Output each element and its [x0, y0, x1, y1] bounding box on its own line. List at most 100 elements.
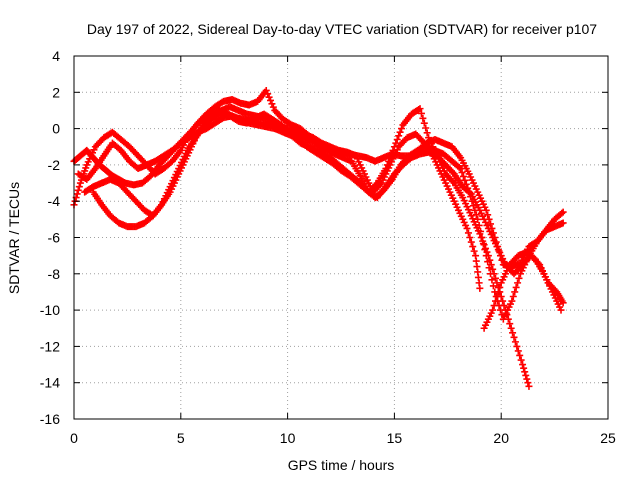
data-point	[481, 246, 489, 254]
data-point	[396, 128, 404, 136]
data-point	[492, 238, 500, 246]
data-point	[489, 306, 497, 314]
data-point	[523, 375, 531, 383]
series-track-2	[70, 86, 533, 390]
data-point	[493, 292, 501, 300]
data-point	[488, 276, 496, 284]
data-point	[398, 125, 406, 133]
data-point	[449, 178, 457, 186]
y-tick-label: -2	[48, 157, 61, 173]
data-point	[519, 361, 527, 369]
data-point	[559, 208, 567, 216]
data-point	[494, 288, 502, 296]
data-point	[372, 181, 380, 189]
data-point	[382, 165, 390, 173]
data-point	[506, 320, 514, 328]
data-point	[265, 93, 273, 101]
data-point	[417, 109, 425, 117]
data-point	[525, 382, 533, 390]
x-tick-label: 25	[600, 430, 616, 446]
data-point	[488, 224, 496, 232]
data-point	[482, 206, 490, 214]
data-point	[395, 132, 403, 140]
data-point	[489, 265, 497, 273]
data-point	[476, 284, 484, 292]
data-point	[420, 119, 428, 127]
data-point	[496, 306, 504, 314]
x-tick-label: 5	[177, 430, 185, 446]
data-point	[496, 283, 504, 291]
data-point	[514, 279, 522, 287]
data-point	[469, 243, 477, 251]
data-point	[269, 103, 277, 111]
grid-lines	[74, 56, 608, 419]
data-point	[494, 243, 502, 251]
data-point	[423, 129, 431, 137]
data-point	[511, 338, 519, 346]
data-point	[498, 256, 506, 264]
data-point	[489, 282, 497, 290]
data-point	[484, 258, 492, 266]
data-point	[73, 190, 81, 198]
x-tick-label: 15	[387, 430, 403, 446]
data-point	[508, 297, 516, 305]
x-axis-label: GPS time / hours	[288, 457, 395, 473]
data-point	[487, 270, 495, 278]
y-tick-label: -10	[40, 302, 60, 318]
series-track-5	[89, 103, 567, 271]
data-point	[514, 347, 522, 355]
data-point	[507, 324, 515, 332]
y-axis-label: SDTVAR / TECUs	[6, 182, 22, 294]
data-point	[474, 215, 482, 223]
data-point	[521, 368, 529, 376]
data-point	[558, 209, 566, 217]
data-point	[461, 176, 469, 184]
data-point	[471, 206, 479, 214]
data-point	[557, 306, 565, 314]
data-point	[467, 238, 475, 246]
y-tick-label: -8	[48, 266, 61, 282]
data-point	[467, 193, 475, 201]
data-point	[513, 342, 521, 350]
data-point	[449, 168, 457, 176]
data-point	[559, 299, 567, 307]
y-tick-label: -14	[40, 375, 60, 391]
data-point	[487, 220, 495, 228]
y-tick-label: -16	[40, 411, 60, 427]
data-point	[390, 143, 398, 151]
data-point	[383, 161, 391, 169]
data-point	[459, 172, 467, 180]
data-point	[491, 234, 499, 241]
data-point	[515, 274, 523, 282]
data-point	[419, 114, 427, 122]
x-tick-label: 10	[280, 430, 296, 446]
data-point	[455, 163, 463, 171]
data-point	[477, 227, 485, 235]
data-point	[490, 302, 498, 310]
data-point	[496, 252, 504, 260]
data-point	[465, 188, 473, 196]
data-point	[74, 186, 82, 194]
y-tick-label: -12	[40, 338, 60, 354]
chart-title: Day 197 of 2022, Sidereal Day-to-day VTE…	[87, 21, 597, 37]
data-point	[268, 100, 276, 108]
data-point	[475, 221, 483, 229]
y-tick-label: 2	[52, 84, 60, 100]
data-point	[492, 297, 500, 305]
data-point	[267, 96, 275, 104]
data-point	[415, 106, 423, 114]
data-point	[463, 224, 471, 232]
data-point	[472, 211, 480, 219]
data-point	[512, 283, 520, 291]
data-point	[559, 219, 567, 227]
data-point	[464, 229, 472, 237]
data-point	[495, 247, 503, 255]
data-point	[264, 90, 272, 98]
axis-ticks: 0 5 10 15 20 25 -16 -14 -12 -10 -8 -6 -4 -2 0 2 4	[40, 48, 616, 446]
data-points	[70, 86, 567, 390]
data-point	[530, 254, 538, 262]
data-point	[75, 183, 83, 191]
data-point	[464, 184, 472, 192]
data-point	[489, 229, 497, 237]
